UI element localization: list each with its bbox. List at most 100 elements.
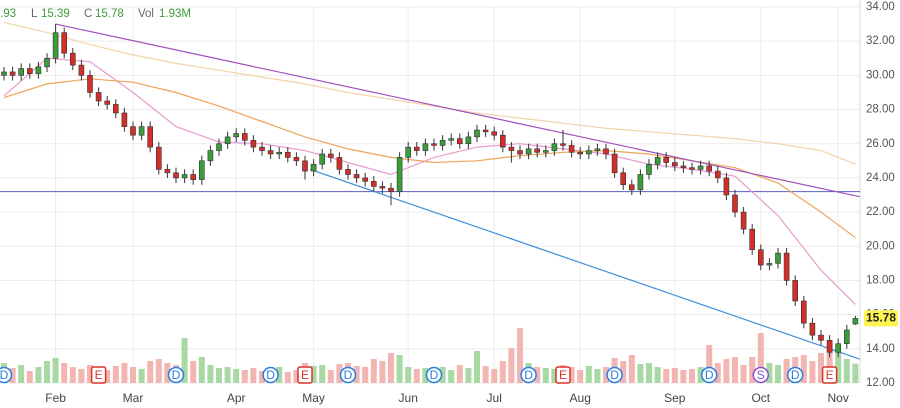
volume-bar (155, 359, 162, 383)
candle-body (439, 140, 446, 146)
volume-bar (293, 370, 300, 383)
x-tick-label: Oct (751, 391, 770, 405)
volume-bar (646, 363, 652, 383)
candle-body (542, 150, 549, 153)
candle-body (775, 252, 781, 264)
legend-volume: 1.93M (159, 8, 191, 20)
candle-body (637, 174, 644, 191)
volume-bar (517, 328, 523, 383)
candle-body (293, 157, 300, 162)
candle-body (732, 194, 738, 213)
volume-bar (826, 343, 833, 383)
event-label: D (344, 368, 353, 382)
event-icon (262, 366, 279, 384)
event-label: E (95, 368, 103, 382)
event-label: S (757, 368, 765, 382)
candle-body (138, 126, 145, 136)
volume-bar (482, 366, 489, 383)
candle-body (585, 150, 592, 155)
legend-fragment: .93 (0, 8, 16, 20)
candle-body (723, 177, 730, 196)
candle-body (826, 339, 833, 353)
candle-body (431, 143, 437, 146)
candle-body (26, 68, 33, 74)
candle-body (689, 167, 695, 170)
volume-bar (775, 365, 781, 383)
legend-key: Vol (138, 8, 154, 20)
volume-bar (835, 351, 842, 383)
volume-bar (654, 367, 661, 383)
candle-body (766, 263, 773, 266)
event-icon (167, 366, 185, 384)
candle-body (714, 170, 721, 179)
candle-body (95, 92, 102, 102)
candle-body (370, 181, 377, 187)
volume-bar (61, 363, 68, 383)
y-tick-label: 28.00 (866, 104, 895, 116)
candle-body (130, 126, 136, 136)
y-tick-label: 26.00 (866, 138, 895, 150)
volume-bar (671, 368, 678, 383)
candle-body (818, 334, 824, 341)
event-label: D (705, 368, 714, 382)
candle-body (61, 32, 68, 54)
legend-close: 15.78 (95, 8, 124, 20)
candle-body (620, 172, 627, 186)
candle-body (113, 104, 119, 114)
candle-body (164, 169, 171, 174)
candle-body (800, 300, 807, 324)
volume-bar (749, 357, 756, 383)
candle-body (276, 151, 283, 155)
volume-bar (190, 361, 197, 383)
event-icon (425, 366, 443, 384)
volume-bar (723, 359, 730, 383)
volume-bar (809, 361, 816, 383)
candle-body (319, 153, 326, 165)
candle-body (749, 228, 756, 250)
volume-bar (405, 367, 412, 383)
candle-body (147, 126, 153, 148)
volume-bar (181, 338, 188, 383)
overlays (0, 21, 860, 360)
candle-body (405, 146, 412, 158)
candle-body (534, 148, 541, 153)
candle-body (302, 160, 308, 172)
volume-bar (594, 369, 601, 383)
x-tick-label: May (302, 391, 325, 405)
candle-body (121, 112, 128, 127)
event-label: D (524, 368, 533, 382)
event-icon (520, 366, 537, 384)
candle-body (671, 162, 678, 167)
candle-body (87, 75, 93, 93)
candle-body (654, 157, 661, 165)
volume-bar (78, 369, 85, 383)
candle-body (52, 32, 59, 59)
x-tick-label: Feb (45, 391, 66, 405)
trendline (55, 23, 860, 198)
volume-bar (370, 359, 377, 383)
candle-body (577, 151, 584, 155)
volume-bar (35, 367, 42, 383)
volume-bar (353, 366, 360, 383)
volume-bar (740, 365, 747, 383)
candle-body (663, 157, 670, 163)
moving-average (3, 57, 856, 305)
candle-body (207, 150, 214, 162)
candle-body (568, 145, 575, 153)
event-icon (606, 366, 623, 384)
candle-body (199, 160, 205, 180)
volume-bar (310, 366, 317, 383)
y-tick-label: 34.00 (866, 1, 895, 13)
candle-body (422, 143, 429, 151)
candle-body (843, 329, 850, 344)
volume-bar (112, 366, 119, 383)
event-label: D (266, 368, 275, 382)
candle-body (706, 165, 713, 172)
grid (0, 0, 861, 384)
volume-bar (422, 368, 429, 383)
candle-body (809, 322, 816, 336)
volume-bar (663, 369, 670, 383)
y-tick-label: 20.00 (866, 240, 895, 252)
candle-body (465, 136, 472, 145)
